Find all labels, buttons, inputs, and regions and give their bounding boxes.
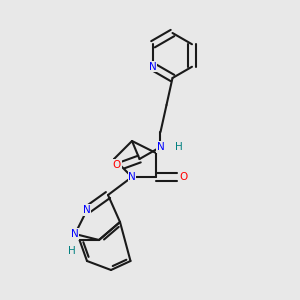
Text: H: H bbox=[175, 142, 182, 152]
Text: O: O bbox=[113, 160, 121, 170]
Text: O: O bbox=[179, 172, 187, 182]
Text: N: N bbox=[149, 62, 157, 72]
Text: N: N bbox=[71, 229, 79, 239]
Text: N: N bbox=[128, 172, 136, 182]
Text: N: N bbox=[83, 205, 91, 215]
Text: H: H bbox=[68, 245, 76, 256]
Text: N: N bbox=[157, 142, 164, 152]
